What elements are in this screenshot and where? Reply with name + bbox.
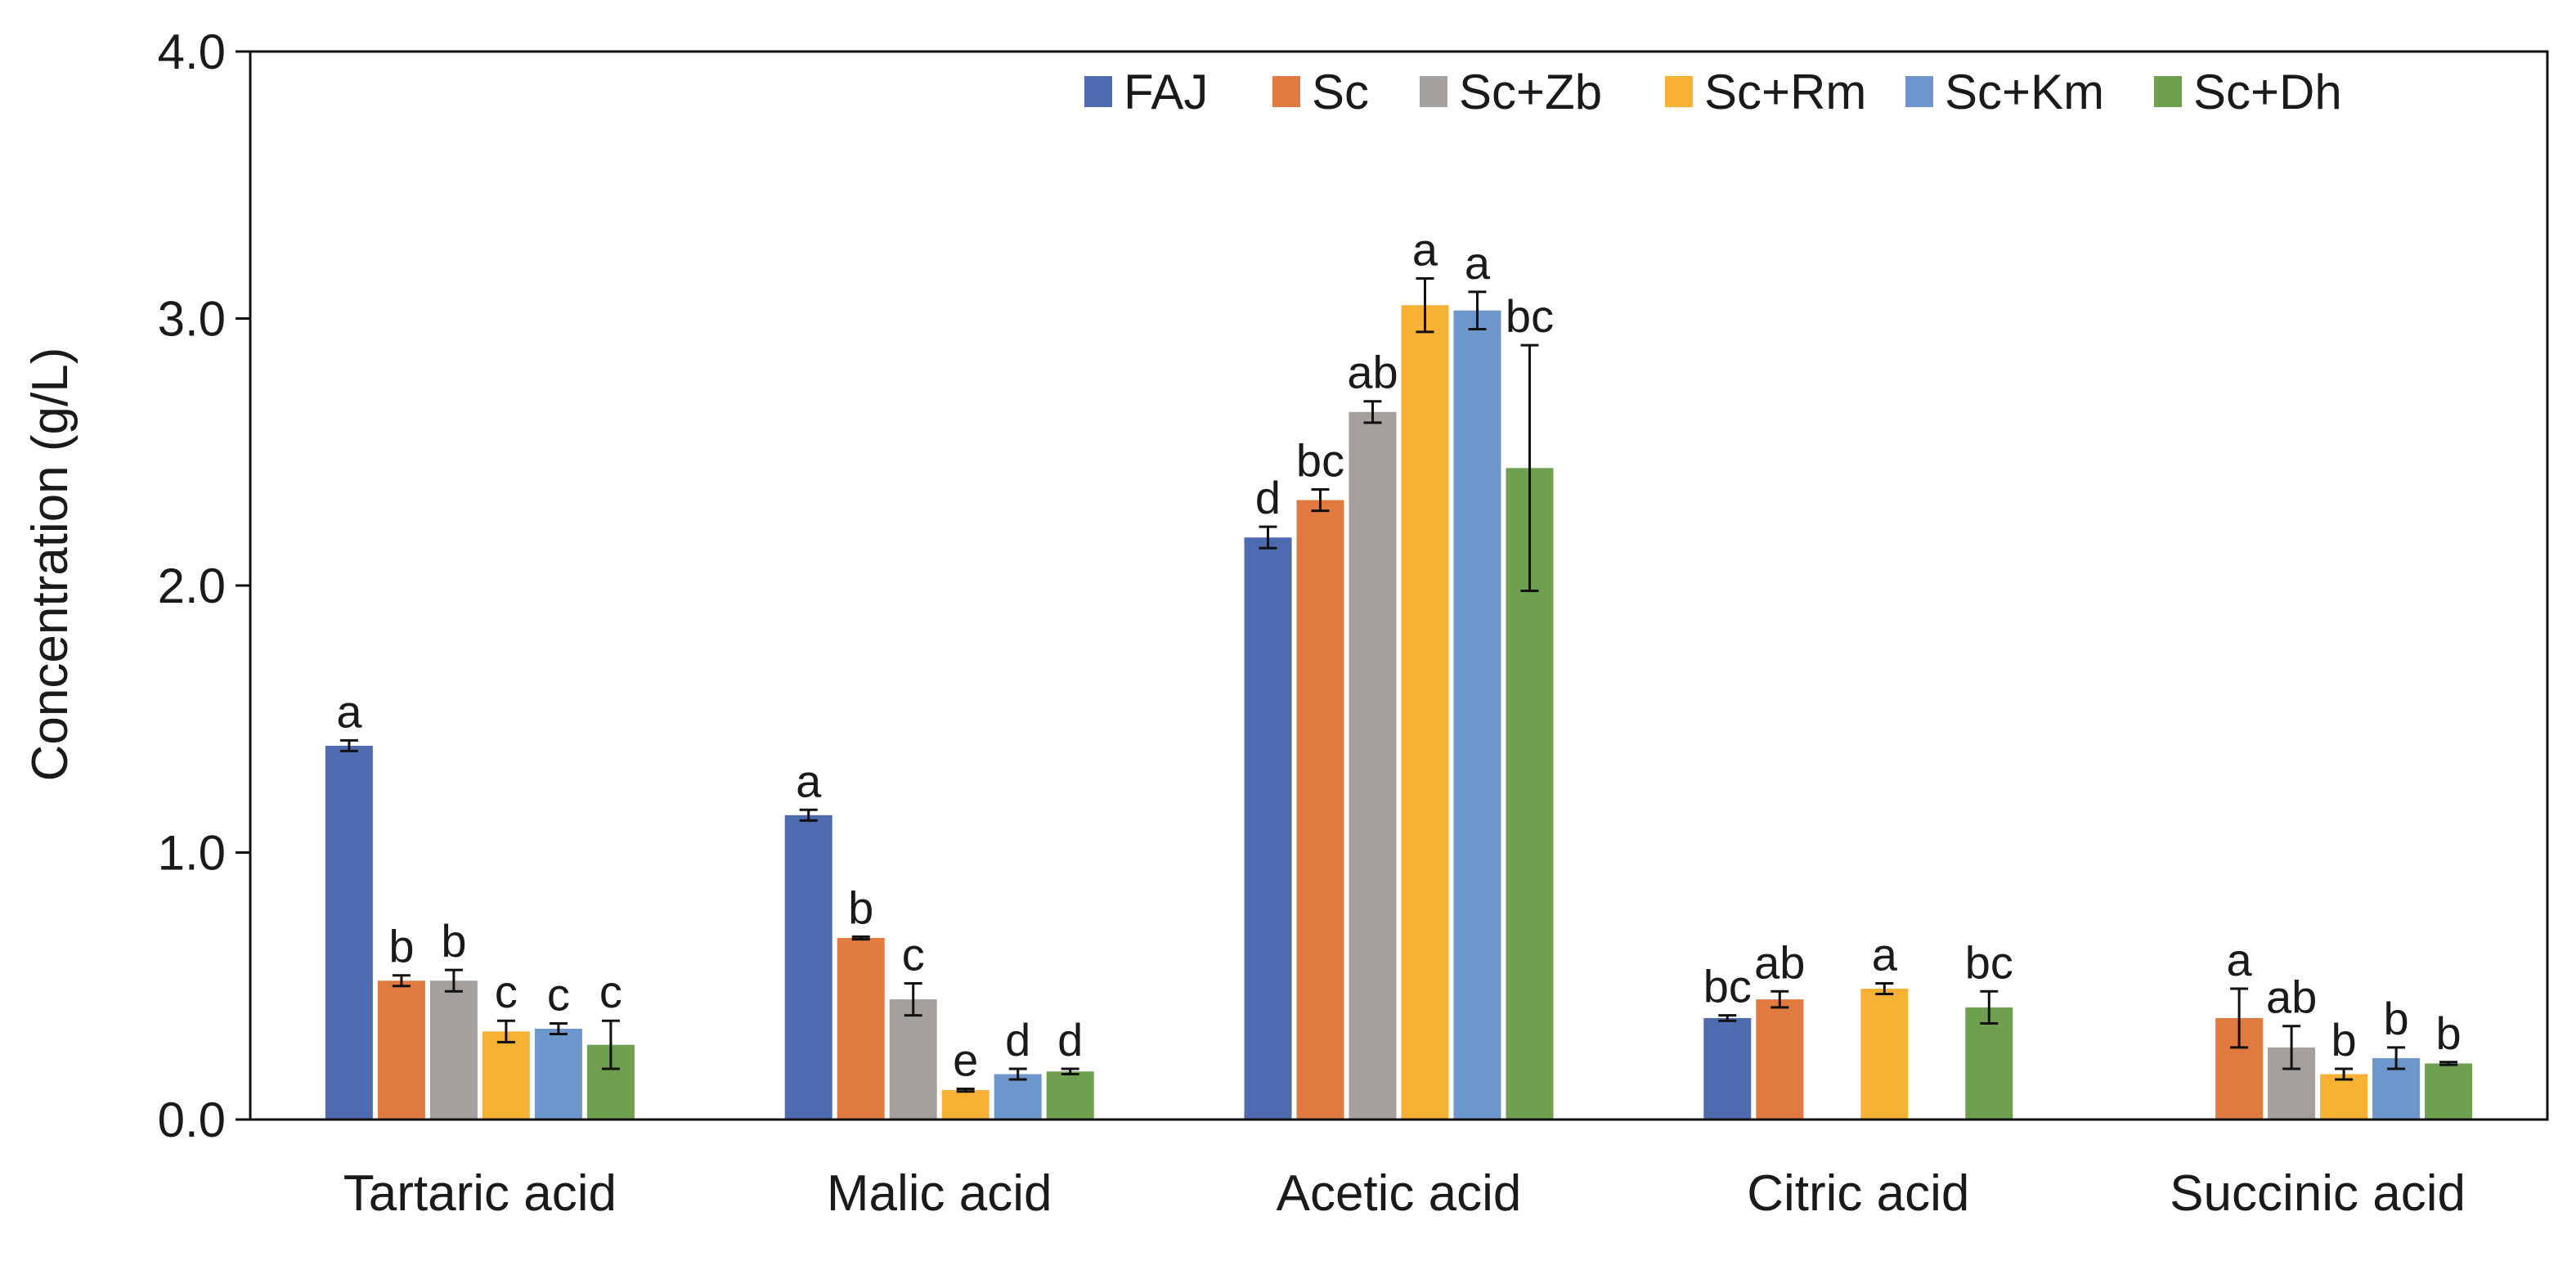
bar [784, 814, 832, 1120]
significance-letter: a [1412, 224, 1438, 276]
significance-letter: c [495, 966, 518, 1017]
y-tick-label: 0.0 [158, 1093, 226, 1147]
significance-letter: b [441, 915, 466, 967]
legend-swatch [1665, 76, 1693, 107]
bar [325, 745, 373, 1120]
significance-letter: e [953, 1034, 978, 1085]
bar [941, 1090, 990, 1120]
significance-letter: a [796, 755, 822, 806]
bar [1046, 1071, 1094, 1120]
legend-label: Sc [1312, 65, 1369, 119]
significance-letter: a [336, 685, 362, 737]
significance-letter: d [1255, 472, 1281, 523]
significance-letter: d [1057, 1014, 1083, 1066]
significance-letter: c [902, 928, 925, 980]
bar [1401, 305, 1449, 1120]
x-tick-label: Citric acid [1747, 1165, 1969, 1222]
legend-label: Sc+Dh [2193, 65, 2342, 119]
y-tick-label: 4.0 [158, 25, 226, 79]
bar [1453, 310, 1501, 1120]
significance-letter: a [1872, 928, 1898, 980]
significance-letter: b [848, 882, 873, 933]
bar [1703, 1017, 1752, 1120]
legend-swatch [2154, 76, 2182, 107]
legend-swatch [1084, 76, 1112, 107]
significance-letter: bc [1703, 961, 1752, 1012]
legend-swatch [1420, 76, 1447, 107]
significance-letter: ab [1754, 936, 1805, 988]
significance-letter: d [1005, 1014, 1030, 1066]
significance-letter: b [2384, 993, 2409, 1044]
axes-layer: Tartaric acid Malic acid Acetic acid Citric… [158, 25, 2549, 1222]
y-tick-label: 1.0 [158, 826, 226, 881]
significance-letter: c [547, 968, 570, 1020]
significance-letter: ab [2266, 972, 2317, 1023]
significance-letter: bc [1506, 290, 1554, 342]
bar [1965, 1007, 2013, 1120]
bar [994, 1074, 1042, 1120]
legend: FAJ Sc Sc+Zb Sc+Rm Sc+Km Sc+Dh [1084, 65, 2342, 119]
bar [482, 1031, 530, 1120]
significance-letter: a [1465, 237, 1491, 289]
significance-letter: bc [1296, 434, 1344, 486]
significance-letter: b [388, 921, 414, 972]
legend-label: Sc+Km [1945, 65, 2104, 119]
y-axis-title: Concentration (g/L) [22, 348, 79, 782]
bar [2425, 1063, 2473, 1120]
bar [429, 981, 478, 1120]
significance-letter: b [2436, 1007, 2462, 1059]
y-tick-label: 3.0 [158, 292, 226, 347]
significance-letter: bc [1965, 936, 2013, 988]
legend-label: Sc+Rm [1704, 65, 1866, 119]
legend-swatch [1272, 76, 1300, 107]
bar [837, 937, 885, 1120]
bar [1349, 411, 1397, 1120]
significance-letter: c [599, 966, 622, 1017]
bar [1756, 999, 1804, 1120]
bar [534, 1028, 582, 1120]
y-tick-label: 2.0 [158, 559, 226, 613]
x-tick-label: Tartaric acid [343, 1165, 617, 1222]
bar [377, 981, 425, 1120]
bar [889, 999, 937, 1120]
x-tick-label: Malic acid [827, 1165, 1052, 1222]
bar [2320, 1074, 2368, 1120]
legend-swatch [1905, 76, 1933, 107]
legend-label: Sc+Zb [1459, 65, 1602, 119]
bar [1860, 989, 1909, 1120]
x-tick-label: Succinic acid [2170, 1165, 2466, 1222]
legend-label: FAJ [1124, 65, 1208, 119]
significance-letter: ab [1347, 347, 1398, 398]
x-tick-label: Acetic acid [1277, 1165, 1522, 1222]
significance-letter: b [2331, 1014, 2357, 1066]
bar [1244, 537, 1292, 1120]
bar [1296, 500, 1344, 1120]
significance-letter: a [2227, 934, 2253, 985]
